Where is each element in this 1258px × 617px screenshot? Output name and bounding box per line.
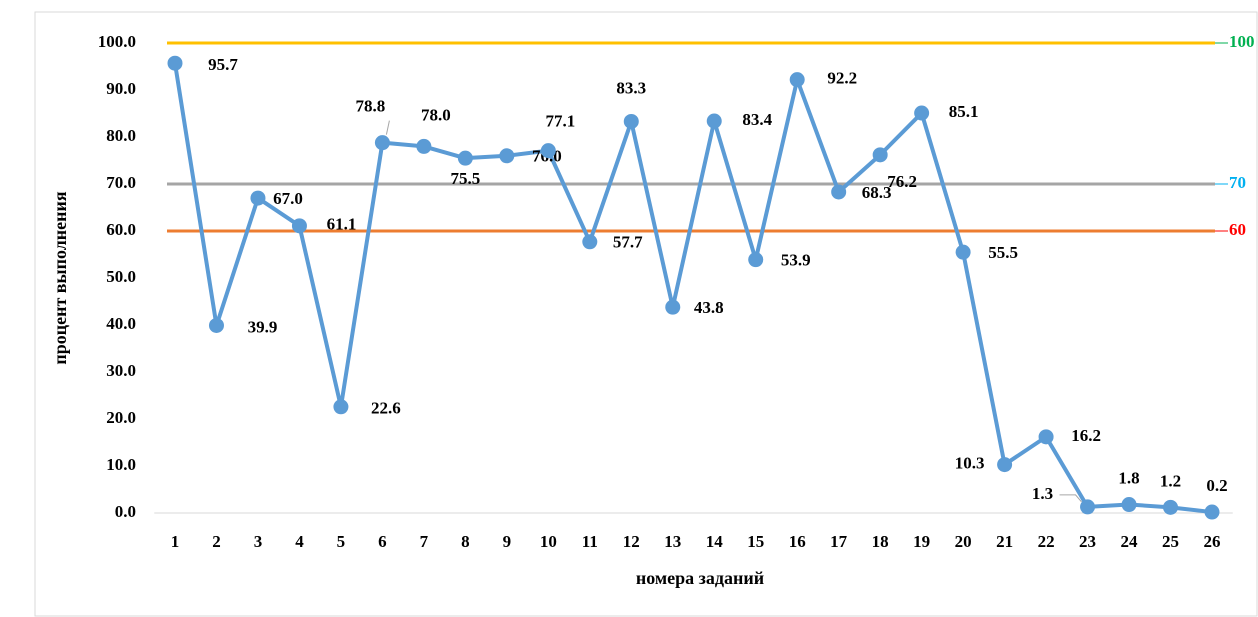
data-point xyxy=(955,244,971,260)
data-label: 68.3 xyxy=(862,183,892,202)
data-point xyxy=(457,150,473,166)
chart-frame xyxy=(34,11,1258,617)
data-point xyxy=(706,113,722,129)
x-tick-label: 17 xyxy=(830,532,848,551)
x-tick-label: 9 xyxy=(503,532,512,551)
x-tick-label: 14 xyxy=(706,532,724,551)
x-axis-label: номера заданий xyxy=(636,568,764,588)
data-label: 77.1 xyxy=(545,112,575,131)
data-point xyxy=(1163,499,1179,515)
series-line xyxy=(173,62,1213,515)
y-tick-label: 50.0 xyxy=(106,267,136,286)
x-tick-label: 2 xyxy=(212,532,221,551)
x-tick-label: 23 xyxy=(1079,532,1096,551)
y-tick-label: 0.0 xyxy=(115,502,136,521)
data-point xyxy=(789,72,805,88)
data-label: 83.3 xyxy=(616,78,646,97)
data-point xyxy=(208,317,224,333)
data-point xyxy=(374,135,390,151)
data-point xyxy=(1038,429,1054,445)
data-label: 92.2 xyxy=(827,69,857,88)
y-tick-label: 60.0 xyxy=(106,220,136,239)
data-point xyxy=(291,218,307,234)
data-label: 67.0 xyxy=(273,189,303,208)
y-tick-label: 70.0 xyxy=(106,173,136,192)
x-tick-label: 11 xyxy=(582,532,598,551)
data-point xyxy=(582,234,598,250)
x-tick-label: 20 xyxy=(955,532,972,551)
x-tick-label: 5 xyxy=(337,532,346,551)
data-label: 61.1 xyxy=(327,215,357,234)
data-label: 22.6 xyxy=(371,399,401,418)
data-point xyxy=(333,399,349,415)
data-label: 43.8 xyxy=(694,298,724,317)
reference-label: 70 xyxy=(1229,173,1246,192)
data-point xyxy=(540,143,556,159)
x-tick-label: 24 xyxy=(1121,532,1139,551)
reference-label: 60 xyxy=(1229,220,1246,239)
x-tick-label: 8 xyxy=(461,532,470,551)
label-leader xyxy=(385,120,390,135)
data-label: 53.9 xyxy=(781,251,811,270)
x-tick-label: 4 xyxy=(295,532,304,551)
data-label: 55.5 xyxy=(988,243,1018,262)
label-leader xyxy=(1059,494,1082,503)
data-label: 10.3 xyxy=(955,453,985,472)
data-label: 78.8 xyxy=(356,97,386,116)
y-tick-label: 100.0 xyxy=(98,32,136,51)
data-label: 83.4 xyxy=(742,110,772,129)
x-tick-label: 25 xyxy=(1162,532,1179,551)
data-point xyxy=(748,252,764,268)
data-point xyxy=(499,148,515,164)
data-label: 75.5 xyxy=(450,169,480,188)
data-point xyxy=(872,147,888,163)
data-point xyxy=(1204,504,1220,520)
reference-label: 100 xyxy=(1229,32,1255,51)
data-label: 39.9 xyxy=(248,317,278,336)
data-label: 85.1 xyxy=(949,102,979,121)
data-point xyxy=(250,190,266,206)
data-label: 1.2 xyxy=(1160,471,1181,490)
x-tick-label: 22 xyxy=(1038,532,1055,551)
x-tick-label: 7 xyxy=(420,532,429,551)
data-point xyxy=(831,184,847,200)
data-label: 95.7 xyxy=(208,55,238,74)
x-tick-label: 13 xyxy=(664,532,681,551)
x-tick-label: 10 xyxy=(540,532,557,551)
data-label: 78.0 xyxy=(421,105,451,124)
y-tick-label: 30.0 xyxy=(106,361,136,380)
data-label: 0.2 xyxy=(1206,476,1227,495)
x-tick-label: 18 xyxy=(872,532,889,551)
x-tick-label: 3 xyxy=(254,532,263,551)
x-tick-label: 26 xyxy=(1204,532,1221,551)
data-label: 1.8 xyxy=(1118,468,1139,487)
y-axis-label: процент выполнения xyxy=(50,191,70,365)
data-point xyxy=(167,55,183,71)
y-tick-label: 80.0 xyxy=(106,126,136,145)
data-point xyxy=(623,113,639,129)
x-tick-label: 21 xyxy=(996,532,1013,551)
data-point xyxy=(665,299,681,315)
y-tick-label: 20.0 xyxy=(106,408,136,427)
x-tick-label: 19 xyxy=(913,532,930,551)
data-label: 1.3 xyxy=(1032,484,1053,503)
data-point xyxy=(1121,497,1137,513)
data-label: 57.7 xyxy=(613,233,643,252)
x-tick-label: 6 xyxy=(378,532,387,551)
data-point xyxy=(416,138,432,154)
y-tick-label: 40.0 xyxy=(106,314,136,333)
x-tick-label: 15 xyxy=(747,532,764,551)
y-tick-label: 10.0 xyxy=(106,455,136,474)
data-point xyxy=(914,105,930,121)
data-point xyxy=(1080,499,1096,515)
data-label: 76.2 xyxy=(887,172,917,191)
x-tick-label: 16 xyxy=(789,532,806,551)
x-tick-label: 1 xyxy=(171,532,180,551)
y-tick-label: 90.0 xyxy=(106,79,136,98)
data-point xyxy=(997,457,1013,473)
x-tick-label: 12 xyxy=(623,532,640,551)
data-label: 16.2 xyxy=(1071,426,1101,445)
